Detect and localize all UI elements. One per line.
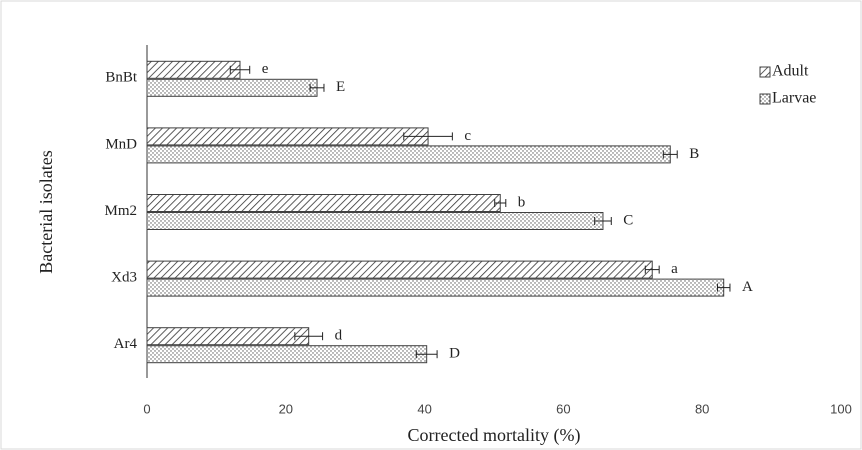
- error-bar: [403, 132, 453, 141]
- significance-letter: D: [449, 346, 460, 362]
- legend-swatch: [759, 93, 771, 105]
- bar: [146, 145, 671, 164]
- legend-swatch: [759, 66, 771, 78]
- bar: [146, 78, 318, 97]
- y-tick-label: Mm2: [104, 203, 137, 219]
- error-bar: [594, 217, 612, 225]
- x-tick-label: 80: [695, 401, 709, 416]
- x-axis-title: Corrected mortality (%): [408, 425, 581, 446]
- bar: [146, 60, 241, 79]
- error-bar: [494, 199, 507, 207]
- significance-letter: b: [518, 194, 526, 210]
- y-tick-label: MnD: [105, 136, 137, 152]
- legend-label: Larvae: [772, 90, 816, 107]
- bar: [146, 194, 501, 212]
- error-bar: [309, 83, 325, 92]
- bar: [146, 212, 604, 230]
- significance-letter: C: [623, 212, 633, 228]
- y-tick-label: Xd3: [111, 270, 137, 286]
- x-tick-label: 60: [556, 401, 570, 416]
- error-bar: [716, 283, 731, 292]
- error-bar: [415, 350, 438, 359]
- error-bar: [294, 332, 324, 341]
- x-tick-label: 100: [830, 401, 852, 416]
- error-bar: [229, 65, 251, 74]
- significance-letter: A: [742, 279, 753, 295]
- x-tick-label: 20: [279, 401, 293, 416]
- bar: [146, 327, 310, 346]
- significance-letter: c: [464, 128, 471, 144]
- error-bar: [644, 265, 660, 274]
- x-tick-label: 40: [417, 401, 431, 416]
- bar: [146, 127, 429, 146]
- legend-label: Adult: [772, 63, 809, 80]
- significance-letter: B: [689, 146, 699, 162]
- bar: [146, 260, 653, 279]
- y-tick-label: Ar4: [114, 336, 138, 352]
- significance-letter: E: [336, 79, 345, 95]
- significance-letter: e: [262, 61, 269, 77]
- bar: [146, 278, 725, 297]
- bar: [146, 345, 428, 364]
- significance-letter: a: [671, 261, 678, 277]
- y-tick-label: BnBt: [105, 70, 138, 86]
- x-tick-label: 0: [143, 401, 150, 416]
- y-axis-title: Bacterial isolates: [36, 150, 56, 273]
- significance-letter: d: [335, 328, 343, 344]
- error-bar: [662, 150, 678, 159]
